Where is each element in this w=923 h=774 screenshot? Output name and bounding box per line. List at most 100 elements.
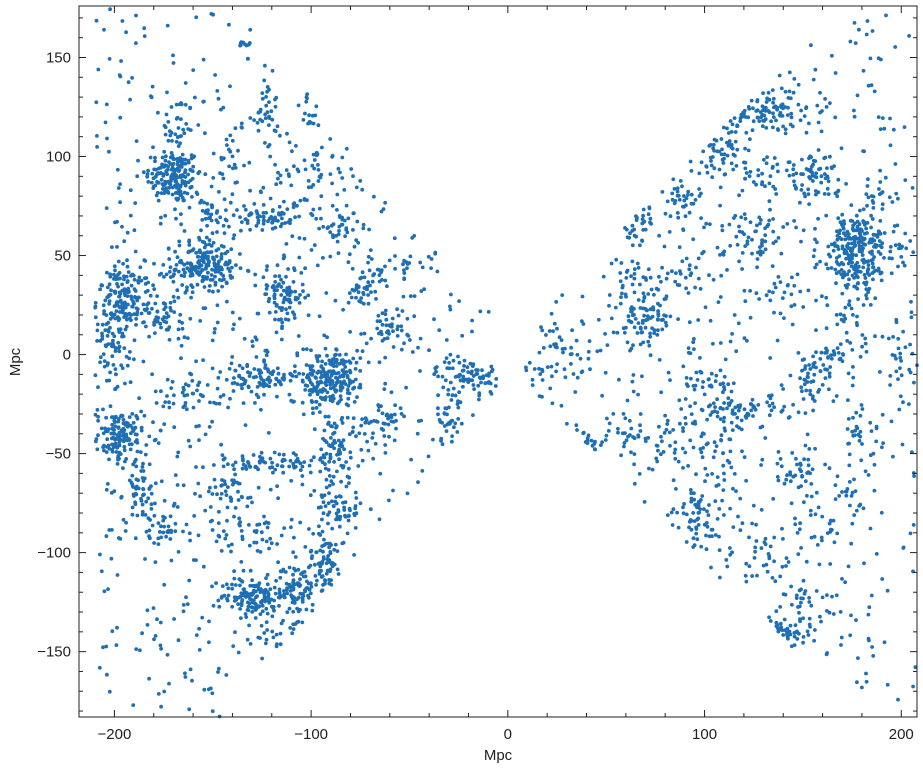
data-point	[730, 332, 734, 336]
data-point	[332, 446, 336, 451]
data-point	[154, 401, 159, 405]
data-point	[341, 500, 345, 505]
data-point	[178, 189, 183, 194]
data-point	[691, 445, 696, 450]
data-point	[625, 398, 630, 403]
data-point	[826, 244, 831, 249]
data-point	[789, 644, 794, 649]
data-point	[333, 353, 337, 358]
data-point	[172, 177, 177, 181]
data-point	[232, 576, 237, 581]
data-point	[303, 388, 308, 392]
data-point	[887, 195, 892, 200]
data-point	[296, 609, 301, 614]
data-point	[689, 491, 694, 496]
data-point	[707, 144, 712, 148]
data-point	[487, 371, 491, 376]
data-point	[696, 501, 701, 506]
data-point	[778, 574, 783, 579]
data-point	[279, 533, 284, 538]
data-point	[394, 418, 398, 423]
data-point	[327, 491, 331, 495]
data-point	[684, 286, 688, 291]
data-point	[280, 320, 285, 325]
data-point	[251, 588, 256, 593]
data-point	[113, 220, 117, 225]
data-point	[708, 413, 713, 417]
data-point	[878, 180, 883, 184]
data-point	[796, 410, 801, 415]
data-point	[459, 421, 464, 426]
data-point	[554, 300, 559, 304]
data-point	[805, 629, 810, 634]
data-point	[154, 315, 159, 319]
data-point	[647, 466, 651, 471]
data-point	[279, 285, 284, 289]
data-point	[849, 613, 853, 618]
data-point	[118, 276, 122, 281]
data-point	[894, 369, 899, 374]
data-point	[858, 208, 862, 213]
data-point	[714, 373, 719, 378]
data-point	[789, 501, 794, 506]
data-point	[112, 289, 117, 294]
data-point	[776, 169, 780, 174]
data-point	[181, 127, 186, 132]
data-point	[201, 260, 206, 265]
data-point	[354, 185, 359, 190]
data-point	[797, 610, 801, 615]
data-point	[110, 415, 114, 420]
data-point	[93, 305, 98, 310]
data-point	[317, 206, 322, 211]
data-point	[689, 169, 694, 173]
data-point	[265, 350, 270, 354]
data-point	[112, 272, 116, 277]
data-point	[329, 479, 334, 484]
data-point	[159, 191, 164, 196]
data-point	[234, 595, 239, 600]
data-point	[646, 292, 651, 296]
data-point	[272, 128, 277, 133]
data-point	[803, 443, 808, 448]
data-point	[178, 312, 183, 317]
data-point	[632, 306, 636, 311]
data-point	[149, 180, 154, 185]
data-point	[632, 233, 637, 238]
data-point	[771, 115, 776, 119]
data-point	[849, 203, 854, 208]
data-point	[382, 387, 387, 391]
data-point	[596, 317, 601, 322]
data-point	[96, 385, 100, 389]
data-point	[845, 339, 850, 343]
data-point	[208, 278, 213, 282]
data-point	[353, 377, 358, 382]
data-point	[857, 504, 862, 508]
data-point	[412, 294, 417, 298]
data-point	[689, 201, 694, 206]
data-point	[167, 681, 171, 686]
data-point	[320, 529, 325, 534]
data-point	[715, 397, 719, 402]
data-point	[107, 57, 112, 61]
data-point	[432, 317, 436, 322]
data-point	[853, 489, 858, 493]
data-point	[265, 264, 269, 269]
data-point	[803, 367, 807, 371]
data-point	[315, 380, 320, 385]
data-point	[868, 420, 873, 425]
data-point	[825, 593, 829, 597]
data-point	[230, 586, 235, 591]
data-point	[636, 265, 641, 270]
data-point	[263, 141, 267, 145]
data-point	[399, 328, 404, 333]
data-point	[168, 300, 173, 305]
data-point	[630, 259, 635, 264]
data-point	[581, 430, 586, 435]
data-point	[754, 291, 759, 296]
data-point	[314, 550, 319, 555]
data-point	[128, 213, 133, 218]
data-point	[458, 378, 463, 383]
data-point	[102, 364, 107, 369]
data-point	[278, 180, 283, 185]
data-point	[718, 406, 723, 410]
